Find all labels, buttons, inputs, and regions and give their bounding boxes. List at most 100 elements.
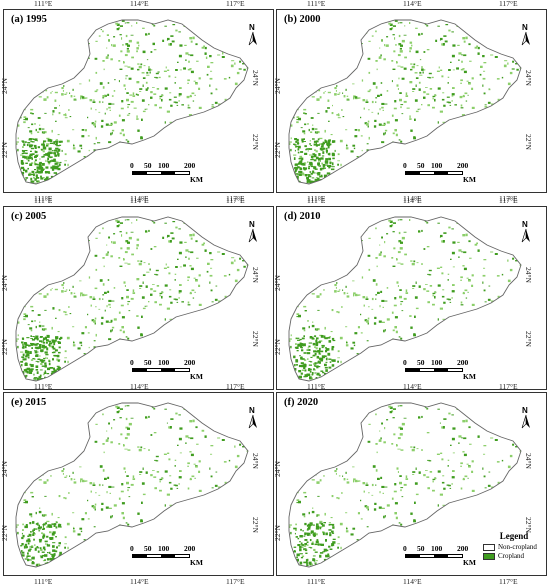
map-panel: (f) 2020 111°E 111°E 114°E 114°E 117°E 117°E 24… (273, 382, 547, 586)
longitude-label: 117°E (499, 194, 518, 203)
province-boundary (15, 216, 249, 382)
longitude-label: 111°E (34, 382, 53, 391)
map-panel: (c) 2005 111°E 111°E 114°E 114°E 117°E 117°E 24… (0, 196, 274, 400)
latitude-label: 24°N (524, 70, 534, 86)
latitude-label: 22°N (273, 339, 282, 355)
scale-tick: 0 (403, 161, 407, 170)
scale-tick: 50 (144, 161, 152, 170)
legend-title: Legend (499, 531, 529, 541)
scale-bar-graphic (132, 171, 190, 175)
north-arrow-icon: N (519, 406, 533, 430)
province-map (288, 402, 522, 568)
longitude-label: 114°E (403, 0, 422, 8)
panel-label: (f) 2020 (284, 397, 319, 408)
legend-label-cropland: Cropland (498, 552, 525, 560)
province-boundary (288, 402, 522, 568)
longitude-label: 117°E (499, 577, 518, 586)
scale-bar: 0 50 100 200 KM (403, 358, 487, 382)
latitude-label: 24°N (0, 275, 9, 291)
scale-tick: 0 (130, 544, 134, 553)
scale-tick: 200 (184, 544, 196, 553)
latitude-label: 24°N (251, 267, 261, 283)
noncropland-swatch (483, 543, 495, 551)
longitude-label: 114°E (403, 577, 422, 586)
latitude-label: 22°N (251, 331, 261, 347)
latitude-label: 22°N (251, 517, 261, 533)
map-panel: (d) 2010 111°E 111°E 114°E 114°E 117°E 117°E 24… (273, 196, 547, 400)
latitude-label: 22°N (251, 134, 261, 150)
scale-tick: 0 (130, 161, 134, 170)
panel-label: (e) 2015 (11, 397, 47, 408)
scale-bar: 0 50 100 200 KM (130, 544, 214, 568)
scale-unit: KM (190, 175, 203, 184)
province-map (15, 216, 249, 382)
legend-label-noncropland: Non-cropland (498, 543, 537, 551)
scale-bar-graphic (405, 368, 463, 372)
scale-tick: 50 (417, 544, 425, 553)
north-arrow-icon: N (519, 220, 533, 244)
latitude-label: 24°N (524, 453, 534, 469)
scale-unit: KM (463, 175, 476, 184)
latitude-label: 24°N (0, 78, 9, 94)
scale-tick: 100 (158, 358, 170, 367)
latitude-label: 24°N (251, 70, 261, 86)
scale-tick: 200 (184, 161, 196, 170)
longitude-label: 117°E (226, 0, 245, 8)
province-map (288, 19, 522, 185)
scale-tick: 50 (144, 358, 152, 367)
scale-bar-graphic (132, 554, 190, 558)
map-panel: (a) 1995 111°E 111°E 114°E 114°E 117°E 117°E 24… (0, 0, 274, 203)
latitude-label: 24°N (273, 461, 282, 477)
latitude-label: 22°N (0, 339, 9, 355)
longitude-label: 117°E (226, 196, 245, 205)
map-panel: (b) 2000 111°E 111°E 114°E 114°E 117°E 117°E 24… (273, 0, 547, 203)
province-boundary (288, 19, 522, 185)
longitude-label: 111°E (307, 0, 326, 8)
scale-tick: 50 (144, 544, 152, 553)
longitude-label: 111°E (307, 382, 326, 391)
cropland-swatch (483, 552, 495, 560)
longitude-label: 117°E (226, 382, 245, 391)
scale-tick: 0 (403, 358, 407, 367)
north-arrow-icon: N (246, 406, 260, 430)
map-panel: (e) 2015 111°E 111°E 114°E 114°E 117°E 117°E 24… (0, 382, 274, 586)
scale-unit: KM (190, 372, 203, 381)
latitude-label: 24°N (251, 453, 261, 469)
legend: Legend Non-cropland Cropland (483, 531, 545, 573)
longitude-label: 117°E (226, 577, 245, 586)
legend-item-noncropland: Non-cropland (483, 543, 545, 551)
longitude-label: 114°E (130, 0, 149, 8)
scale-bar-graphic (405, 171, 463, 175)
north-arrow-icon: N (246, 23, 260, 47)
panel-label: (d) 2010 (284, 211, 321, 222)
scale-tick: 50 (417, 161, 425, 170)
province-boundary (15, 19, 249, 185)
longitude-label: 114°E (130, 196, 149, 205)
scale-tick: 100 (158, 544, 170, 553)
latitude-label: 22°N (273, 525, 282, 541)
longitude-label: 117°E (499, 382, 518, 391)
longitude-label: 114°E (130, 194, 149, 203)
longitude-label: 114°E (403, 196, 422, 205)
scale-tick: 200 (457, 544, 469, 553)
scale-tick: 200 (457, 161, 469, 170)
longitude-label: 111°E (34, 194, 53, 203)
scale-tick: 50 (417, 358, 425, 367)
latitude-label: 22°N (524, 331, 534, 347)
province-map (288, 216, 522, 382)
scale-bar: 0 50 100 200 KM (130, 161, 214, 185)
longitude-label: 114°E (403, 382, 422, 391)
latitude-label: 22°N (524, 134, 534, 150)
scale-unit: KM (463, 558, 476, 567)
longitude-label: 111°E (307, 196, 326, 205)
north-arrow-icon: N (519, 23, 533, 47)
scale-bar-graphic (132, 368, 190, 372)
latitude-label: 24°N (273, 275, 282, 291)
scale-tick: 100 (431, 358, 443, 367)
longitude-label: 117°E (499, 196, 518, 205)
latitude-label: 22°N (0, 525, 9, 541)
province-map (15, 402, 249, 568)
longitude-label: 114°E (130, 577, 149, 586)
scale-unit: KM (463, 372, 476, 381)
latitude-label: 24°N (273, 78, 282, 94)
